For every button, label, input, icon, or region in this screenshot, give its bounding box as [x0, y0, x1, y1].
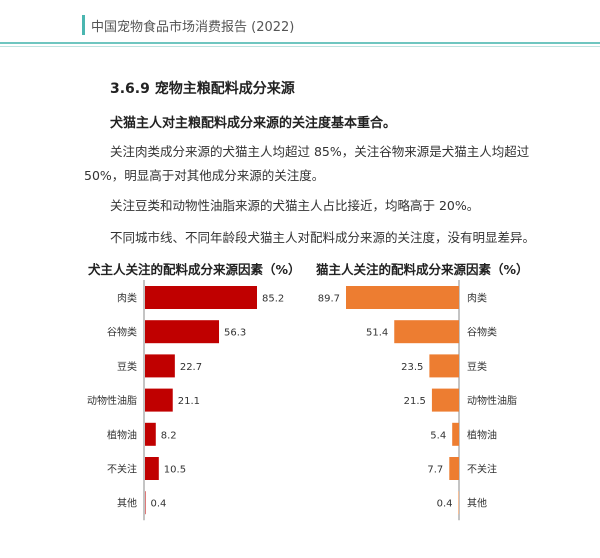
cat-bar-7 — [458, 491, 459, 515]
dog-bar-6 — [145, 457, 159, 480]
dog-bar-2 — [145, 320, 220, 344]
cat-category-label: 动物性油脂 — [467, 394, 517, 407]
dog-category-label: 动物性油脂 — [87, 394, 137, 407]
dog-value-label: 85.2 — [262, 294, 284, 305]
dog-category-label: 豆类 — [117, 360, 137, 373]
cat-value-label: 23.5 — [401, 362, 423, 373]
dog-chart-title: 犬主人关注的配料成分来源因素（%） — [88, 262, 301, 277]
cat-chart-title: 猫主人关注的配料成分来源因素（%） — [316, 262, 529, 277]
page-header: 中国宠物食品市场消费报告 (2022) — [0, 0, 600, 48]
header-accent-bar — [82, 15, 85, 35]
dog-category-label: 谷物类 — [107, 326, 137, 339]
dog-category-label: 其他 — [117, 497, 137, 510]
dog-value-label: 0.4 — [151, 499, 167, 510]
cat-value-label: 21.5 — [404, 396, 426, 407]
cat-bar-5 — [452, 422, 459, 446]
cat-value-label: 89.7 — [318, 294, 340, 305]
dog-category-label: 不关注 — [107, 463, 137, 476]
cat-category-label: 植物油 — [467, 428, 497, 441]
cat-value-label: 5.4 — [430, 430, 446, 441]
paragraph-1: 关注肉类成分来源的犬猫主人均超过 85%，关注谷物来源是犬猫主人均超过 50%，… — [84, 144, 530, 183]
dog-value-label: 8.2 — [161, 430, 177, 441]
dog-category-label: 植物油 — [107, 428, 137, 441]
cat-bar-3 — [429, 354, 459, 378]
cat-category-label: 肉类 — [467, 292, 487, 305]
header-rule — [0, 42, 600, 44]
cat-category-label: 豆类 — [467, 360, 487, 373]
ingredient-source-charts: 85.2 肉类 56.3 谷物类 22.7 豆类 21.1 动物性油脂 8.2 植物油 10.5 不关… — [87, 280, 517, 521]
dog-bar-7 — [145, 491, 146, 515]
cat-bar-4 — [431, 388, 459, 412]
header-title: 中国宠物食品市场消费报告 (2022) — [91, 20, 295, 35]
dog-bar-1 — [145, 286, 257, 309]
cat-bar-2 — [394, 320, 459, 344]
cat-category-label: 不关注 — [467, 463, 497, 476]
cat-category-label: 谷物类 — [467, 326, 497, 339]
paragraph-2: 关注豆类和动物性油脂来源的犬猫主人占比接近，均略高于 20%。 — [110, 198, 480, 213]
dog-bar-5 — [145, 422, 156, 446]
cat-value-label: 7.7 — [427, 465, 443, 476]
dog-bar-4 — [145, 388, 173, 412]
header-rule-thin — [0, 46, 600, 47]
dog-value-label: 56.3 — [224, 328, 246, 339]
dog-category-label: 肉类 — [117, 292, 137, 305]
cat-bar-1 — [346, 286, 459, 309]
cat-bar-6 — [449, 457, 459, 480]
cat-value-label: 51.4 — [366, 328, 388, 339]
section-subtitle: 犬猫主人对主粮配料成分来源的关注度基本重合。 — [110, 116, 397, 131]
dog-value-label: 22.7 — [180, 362, 202, 373]
cat-category-label: 其他 — [467, 497, 487, 510]
cat-value-label: 0.4 — [437, 499, 453, 510]
dog-bar-3 — [145, 354, 175, 378]
section-title: 3.6.9 宠物主粮配料成分来源 — [110, 81, 295, 97]
dog-value-label: 21.1 — [178, 396, 200, 407]
paragraph-3: 不同城市线、不同年龄段犬猫主人对配料成分来源的关注度，没有明显差异。 — [110, 230, 536, 245]
dog-value-label: 10.5 — [164, 465, 186, 476]
